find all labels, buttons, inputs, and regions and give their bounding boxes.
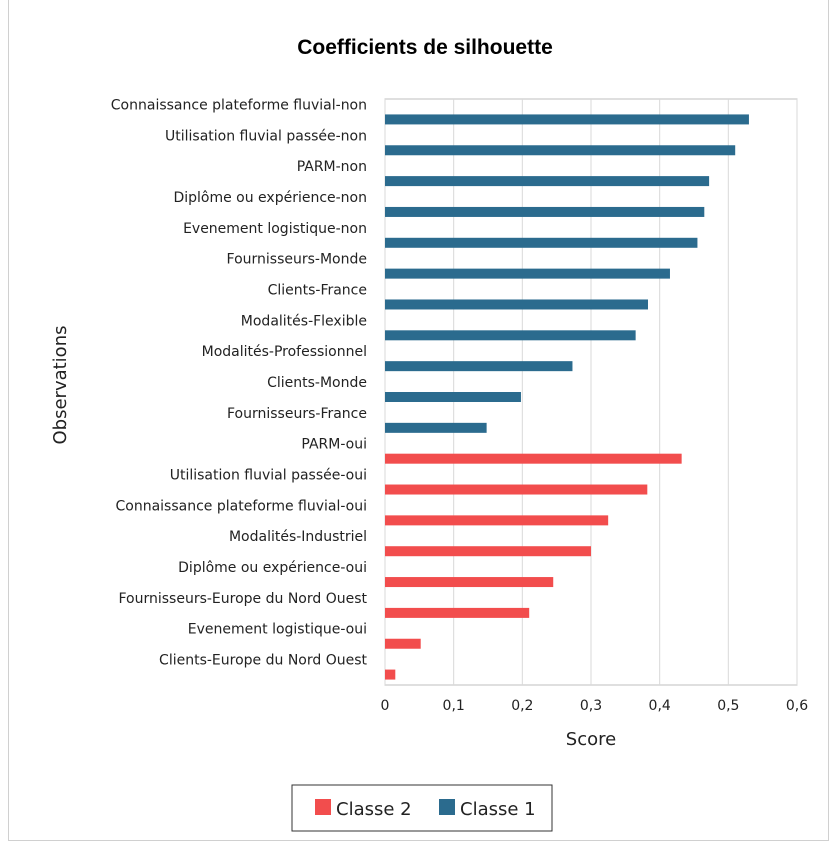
x-tick-label: 0,1 xyxy=(443,698,465,714)
bar-classe-1 xyxy=(385,361,573,372)
bar-classe-1 xyxy=(385,299,648,310)
category-label: Utilisation fluvial passée-non xyxy=(165,128,367,144)
category-label: Fournisseurs-Monde xyxy=(227,252,367,268)
bar-classe-2 xyxy=(385,607,530,618)
legend-label-classe-2: Classe 2 xyxy=(336,799,412,820)
x-tick-label: 0,2 xyxy=(511,698,533,714)
category-label: Utilisation fluvial passée-oui xyxy=(170,468,367,484)
bar-classe-1 xyxy=(385,114,749,125)
legend-box xyxy=(291,784,553,832)
category-label: Diplôme ou expérience-oui xyxy=(178,560,367,576)
x-axis-title: Score xyxy=(566,729,616,750)
legend-swatch-classe-1 xyxy=(439,799,455,815)
x-tick-label: 0,6 xyxy=(786,698,808,714)
category-label: Diplôme ou expérience-non xyxy=(173,190,367,206)
bar-classe-2 xyxy=(385,515,609,526)
gridlines xyxy=(384,99,798,685)
x-tick-labels: 0 0,1 0,2 0,3 0,4 0,5 0,6 xyxy=(381,698,809,714)
category-label: Fournisseurs-France xyxy=(227,406,367,422)
chart-title: Coefficients de silhouette xyxy=(297,36,553,59)
bar-classe-2 xyxy=(385,638,421,649)
category-label: Connaissance plateforme fluvial-non xyxy=(111,97,367,113)
bar-classe-1 xyxy=(385,206,705,217)
category-label: Clients-France xyxy=(268,282,367,298)
bar-classe-1 xyxy=(385,392,521,402)
category-label: Evenement logistique-oui xyxy=(188,622,367,638)
x-tick-label: 0,4 xyxy=(649,698,671,714)
category-label: Modalités-Flexible xyxy=(241,313,367,329)
category-label: Modalités-Professionnel xyxy=(202,344,367,360)
bar-classe-2 xyxy=(385,577,554,588)
legend: Classe 2 Classe 1 xyxy=(291,784,553,832)
legend-label-classe-1: Classe 1 xyxy=(460,799,536,820)
category-label: Clients-Monde xyxy=(267,375,367,391)
bar-classe-2 xyxy=(385,453,682,464)
category-label: Modalités-Industriel xyxy=(229,529,367,545)
bar-classe-1 xyxy=(385,237,698,248)
x-tick-label: 0 xyxy=(381,698,390,714)
bar-classe-1 xyxy=(385,268,670,279)
category-label: PARM-non xyxy=(297,159,367,175)
category-label: Connaissance plateforme fluvial-oui xyxy=(116,498,368,514)
bar-classe-1 xyxy=(385,145,736,156)
category-label: PARM-oui xyxy=(301,437,367,453)
category-label: Evenement logistique-non xyxy=(183,221,367,237)
bars xyxy=(385,114,749,680)
bar-classe-2 xyxy=(385,546,591,557)
bar-classe-2 xyxy=(385,484,648,495)
chart-frame xyxy=(8,0,829,841)
bar-classe-1 xyxy=(385,330,636,341)
bar-classe-1 xyxy=(385,176,710,187)
y-axis-title: Observations xyxy=(50,326,71,445)
bar-classe-1 xyxy=(385,422,487,433)
category-label: Fournisseurs-Europe du Nord Ouest xyxy=(118,591,367,607)
x-tick-label: 0,3 xyxy=(580,698,602,714)
x-tick-label: 0,5 xyxy=(717,698,739,714)
legend-swatch-classe-2 xyxy=(315,799,331,815)
category-label: Clients-Europe du Nord Ouest xyxy=(159,653,367,669)
bar-classe-2 xyxy=(385,669,396,680)
category-labels: Connaissance plateforme fluvial-non Utili… xyxy=(111,97,368,668)
